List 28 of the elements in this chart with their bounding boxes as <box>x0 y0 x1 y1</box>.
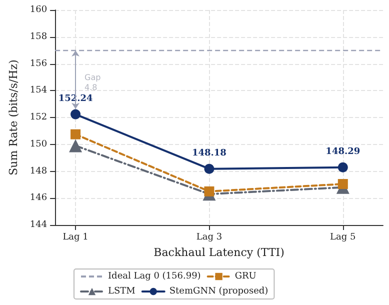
point <box>338 179 348 190</box>
legend-label: GRU <box>234 272 257 282</box>
point <box>69 139 82 152</box>
y-tick-label: 146 <box>30 193 48 204</box>
y-tick-label: 158 <box>30 32 48 42</box>
legend-label: Ideal Lag 0 (156.99) <box>108 272 201 282</box>
point <box>70 109 81 120</box>
point <box>204 164 214 174</box>
y-tick-label: 148 <box>30 166 48 176</box>
x-tick-label: Lag 5 <box>330 232 356 242</box>
legend-label: LSTM <box>108 286 136 296</box>
y-tick-label: 144 <box>30 220 48 230</box>
y-tick-label: 156 <box>30 58 48 69</box>
x-tick-label: Lag 3 <box>196 232 222 242</box>
data-label: 148.29 <box>326 146 360 157</box>
point <box>204 186 214 196</box>
point <box>70 129 81 140</box>
x-tick-label: Lag 1 <box>62 232 88 242</box>
y-tick-label: 154 <box>30 86 48 96</box>
annotation: Gap 4.8 <box>84 72 101 92</box>
y-tick-label: 152 <box>30 112 48 122</box>
legend-label: StemGNN (proposed) <box>169 286 268 296</box>
x-axis-title: Backhaul Latency (TTI) <box>154 246 284 259</box>
data-label: 148.18 <box>192 148 226 158</box>
point <box>338 162 348 172</box>
y-tick-label: 150 <box>30 139 48 150</box>
y-axis-title: Sum Rate (bits/s/Hz) <box>7 60 20 176</box>
y-tick-label: 160 <box>30 5 48 15</box>
